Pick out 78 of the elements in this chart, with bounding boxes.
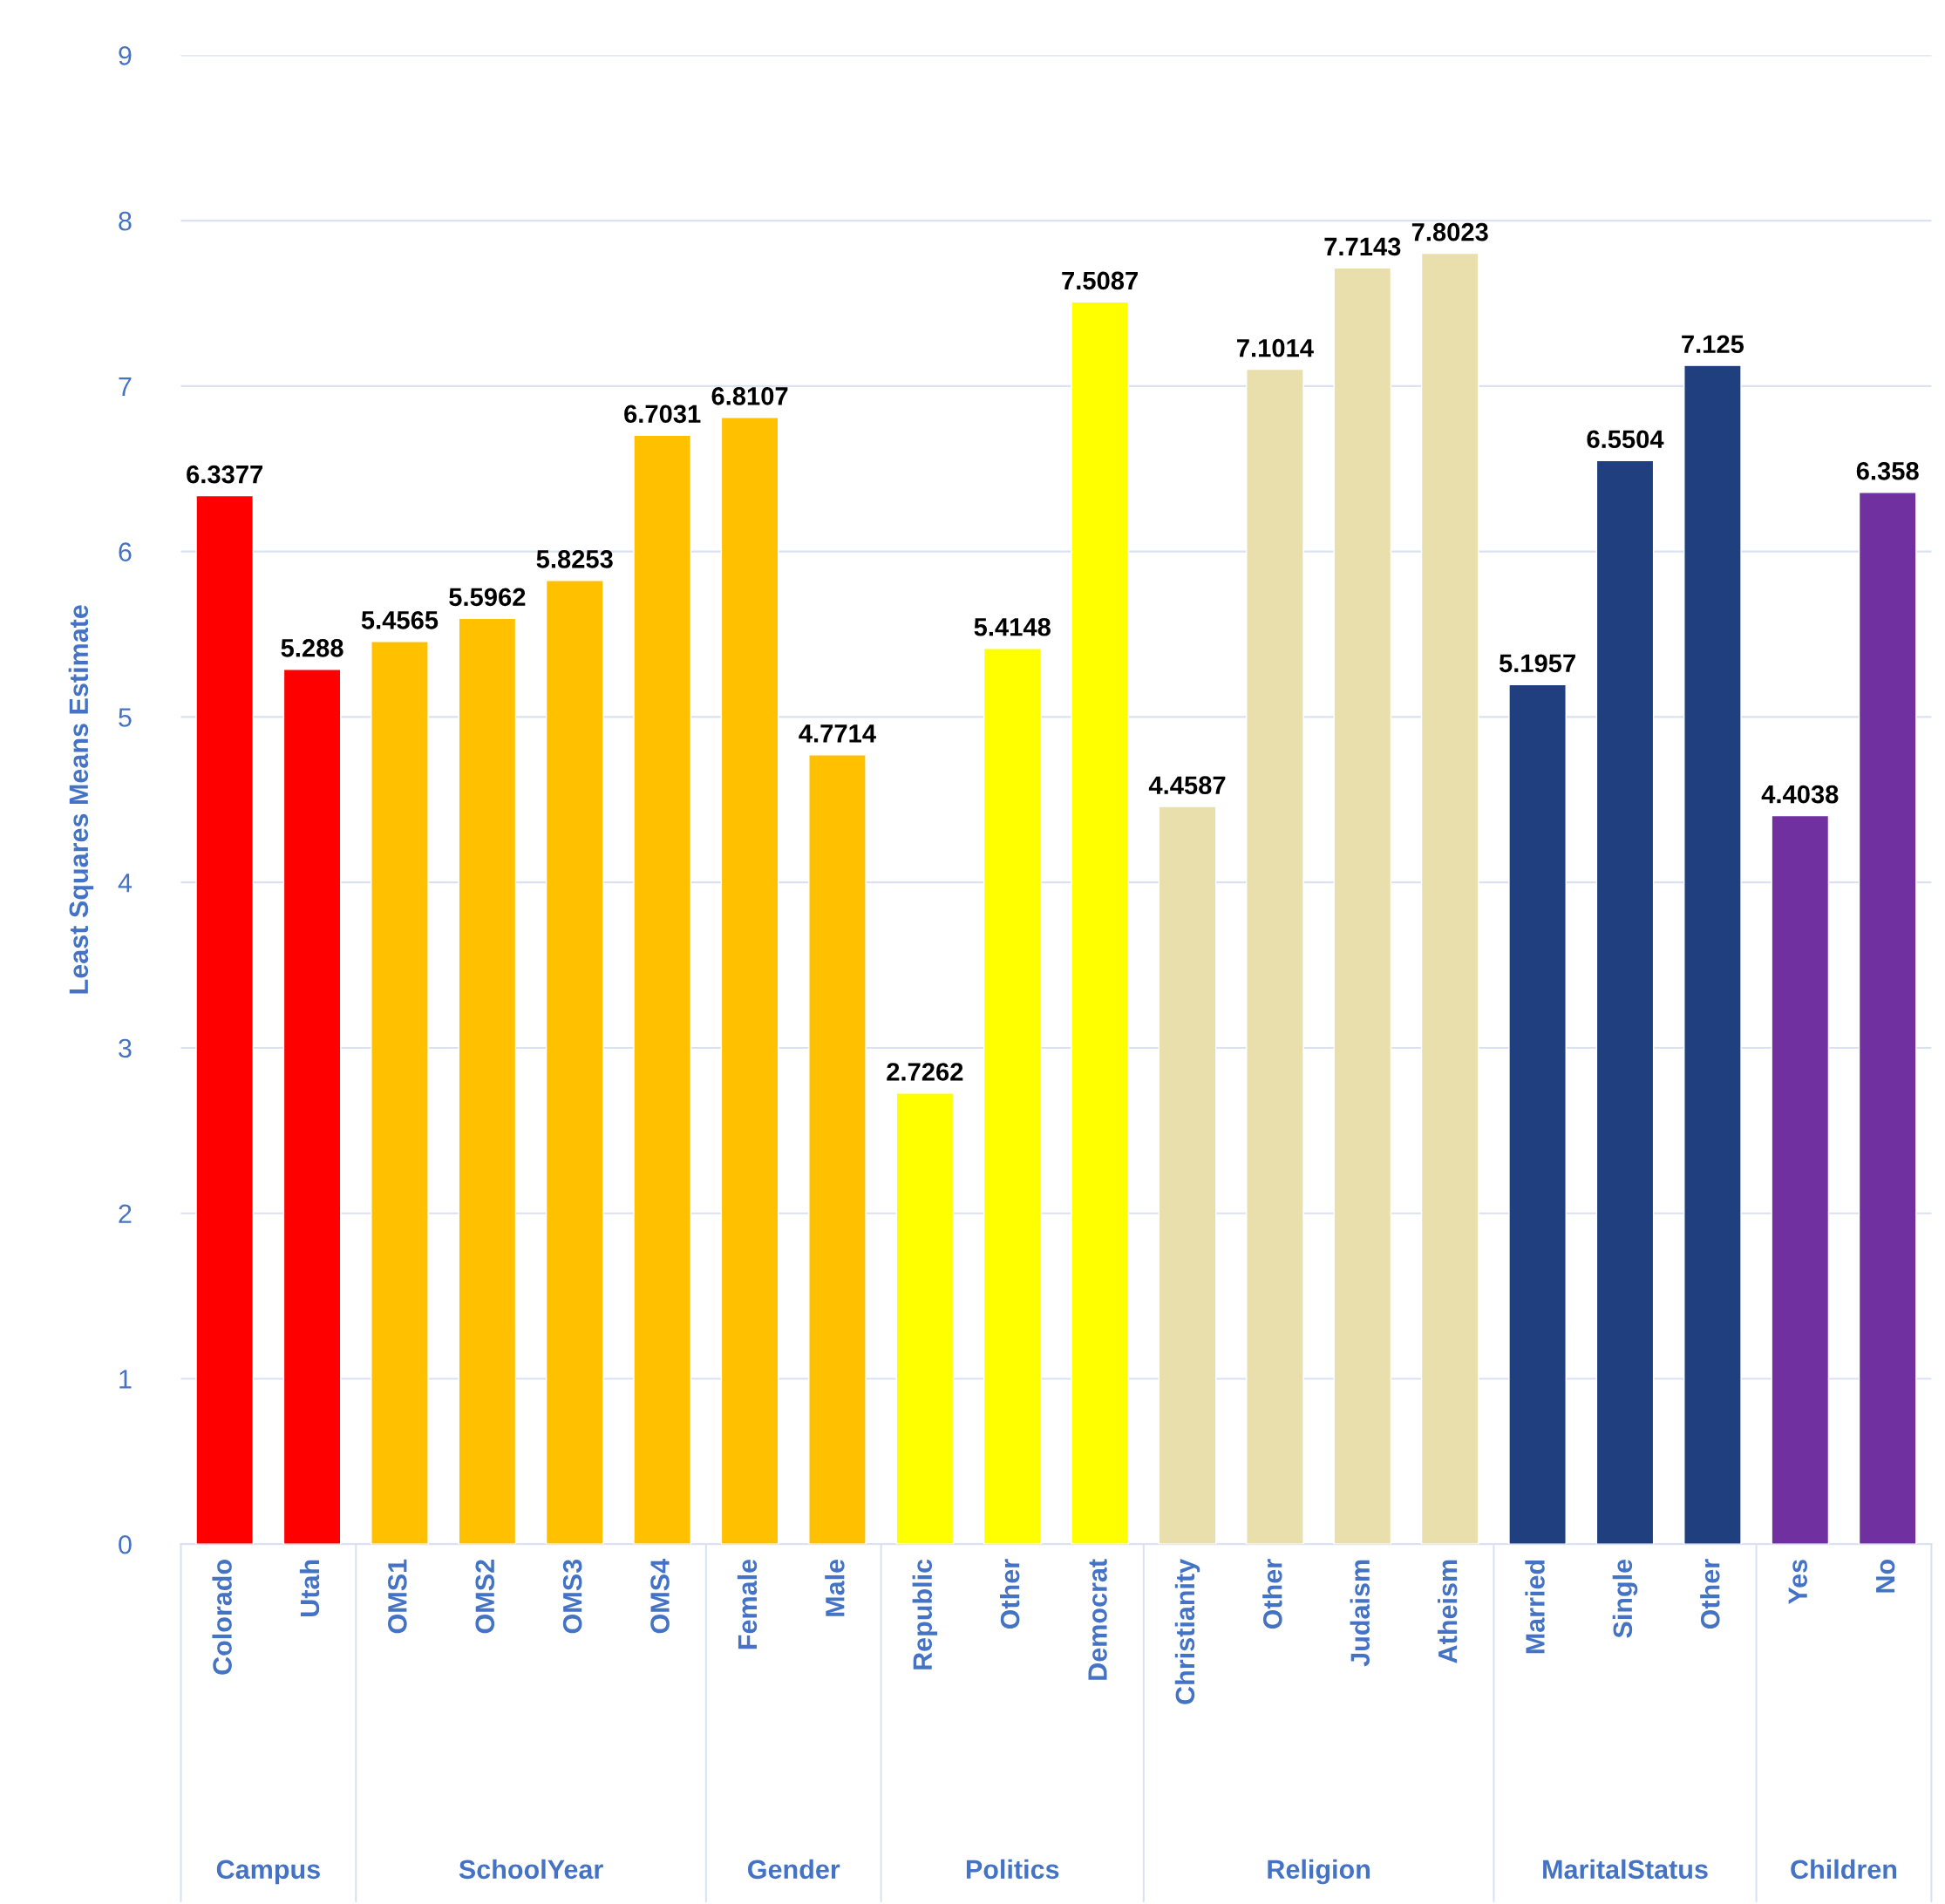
bar: [1508, 683, 1567, 1545]
x-tick-label: Single: [1612, 1559, 1638, 1638]
bar: [1246, 368, 1304, 1545]
x-tick-label: Other: [1700, 1559, 1720, 1629]
bar: [1683, 364, 1742, 1545]
y-tick-label: 7: [119, 377, 132, 396]
data-label: 2.7262: [887, 1063, 963, 1081]
data-label: 6.7031: [624, 405, 701, 424]
data-label: 7.125: [1682, 335, 1744, 354]
data-label: 4.7714: [799, 724, 876, 743]
x-tick-label: OMS4: [650, 1559, 670, 1634]
bar: [458, 617, 517, 1545]
y-tick-label: 5: [119, 708, 132, 727]
x-tick-label: Female: [737, 1559, 758, 1649]
x-tick-label: Other: [999, 1559, 1020, 1629]
x-tick-label: Democrat: [1088, 1559, 1107, 1680]
x-tick-label: Married: [1525, 1560, 1545, 1654]
bar: [371, 641, 429, 1545]
bar: [1333, 267, 1392, 1545]
x-tick-label: Colorado: [212, 1560, 232, 1675]
bar: [282, 669, 342, 1545]
bar: [545, 580, 604, 1545]
data-label: 7.5087: [1062, 271, 1138, 290]
data-label: 5.288: [281, 638, 343, 657]
x-tick-label: Judaism: [1350, 1560, 1370, 1667]
x-tick-label: OMS3: [562, 1559, 582, 1634]
y-tick-label: 8: [119, 211, 132, 231]
data-label: 6.8107: [711, 387, 788, 405]
y-tick-label: 0: [119, 1534, 132, 1554]
x-tick-label: Utah: [299, 1560, 320, 1616]
text: Politics: [966, 1859, 1059, 1880]
bar: [195, 494, 255, 1545]
bar: [1071, 301, 1129, 1545]
y-tick-label: 6: [119, 542, 132, 561]
bar: [1771, 814, 1830, 1545]
data-label: 6.358: [1856, 461, 1919, 480]
bar: [1595, 459, 1655, 1545]
bar: [983, 647, 1042, 1545]
text: MaritalStatus: [1543, 1859, 1708, 1880]
text: Gender: [748, 1859, 840, 1880]
y-tick-label: 4: [118, 874, 133, 893]
text: SchoolYear: [459, 1859, 603, 1880]
text: Religion: [1268, 1859, 1370, 1885]
data-label: 4.4038: [1761, 785, 1839, 804]
data-label: 7.1014: [1237, 338, 1314, 357]
bar: [895, 1092, 955, 1545]
data-label: 5.8253: [536, 550, 613, 568]
x-tick-label: OMS2: [475, 1560, 495, 1634]
data-label: 6.5504: [1587, 430, 1664, 449]
bar: [1858, 492, 1917, 1545]
data-label: 7.8023: [1411, 222, 1488, 241]
y-tick-label: 9: [119, 46, 132, 65]
y-tick-label: 2: [119, 1204, 132, 1223]
data-label: 5.4565: [361, 611, 439, 629]
data-label: 4.4587: [1148, 776, 1226, 795]
x-tick-label: Other: [1262, 1559, 1282, 1629]
bar: [808, 754, 867, 1545]
text: Children: [1791, 1859, 1897, 1880]
y-tick-label: 1: [119, 1370, 132, 1389]
data-label: 6.3377: [187, 465, 263, 484]
x-tick-label: Male: [825, 1559, 845, 1616]
data-label: 5.4148: [974, 617, 1051, 636]
x-tick-label: Yes: [1788, 1560, 1807, 1605]
x-tick-label: No: [1876, 1560, 1895, 1593]
data-label: 5.5962: [449, 588, 526, 607]
x-tick-label: Atheism: [1437, 1560, 1458, 1663]
text: Campus: [216, 1860, 320, 1885]
data-label: 7.7143: [1324, 237, 1401, 256]
x-tick-label: OMS1: [388, 1559, 407, 1634]
bar: [720, 417, 779, 1545]
y-axis-title: Least Squares Means Estimate: [68, 605, 94, 994]
x-tick-label: Christianity: [1174, 1559, 1200, 1704]
bar: [1158, 806, 1217, 1545]
data-label: 5.1957: [1499, 654, 1575, 673]
bar: [633, 434, 691, 1545]
bar: [1420, 252, 1479, 1545]
y-tick-label: 3: [119, 1038, 132, 1058]
x-tick-label: Republic: [912, 1559, 938, 1669]
